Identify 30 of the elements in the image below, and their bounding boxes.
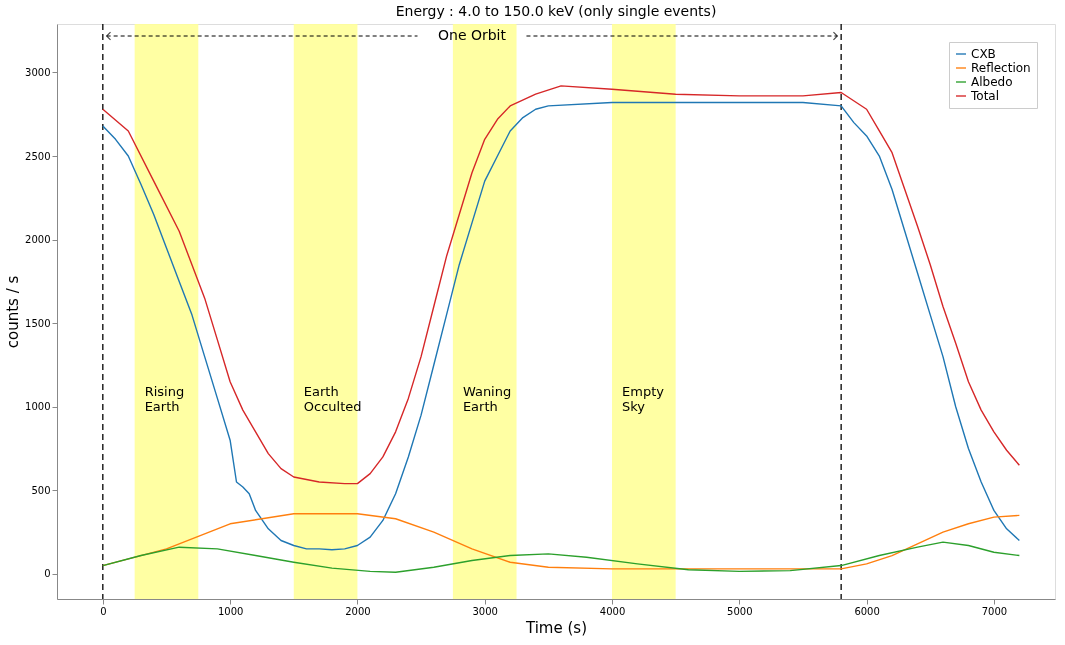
x-tick-label: 6000 [854,605,880,617]
annotation: One Orbit [437,27,507,43]
x-tick-label: 2000 [345,605,371,617]
x-tick-label: 5000 [727,605,753,617]
line-series [102,101,1021,551]
x-tick-label: 1000 [217,605,244,617]
chart-title: Energy : 4.0 to 150.0 keV (only single events) [395,3,717,20]
y-tick-label: 3000 [25,66,51,78]
band-label: Rising Earth [144,383,185,414]
y-tick-label: 1000 [25,401,51,413]
line-series [102,541,1021,573]
band-label: Earth Occulted [303,383,362,414]
x-axis-title: Time (s) [525,618,587,637]
x-tick-label: 4000 [599,605,626,617]
legend-label: Reflection [971,61,1031,75]
y-tick-label: 500 [31,484,51,496]
y-tick-label: 0 [44,568,51,580]
y-tick-label: 1500 [25,317,51,329]
x-tick-label: 7000 [981,605,1008,617]
x-tick-label: 3000 [472,605,498,617]
y-tick-label: 2000 [25,234,51,246]
x-tick-label: 0 [100,605,107,617]
y-axis-title: counts / s [4,275,23,349]
y-tick-label: 2500 [25,150,51,162]
band-label: Waning Earth [462,383,512,414]
legend-label: Total [970,89,1000,103]
band-label: Empty Sky [622,383,665,414]
legend-label: CXB [971,47,996,61]
legend-label: Albedo [971,75,1013,89]
line-series [102,85,1021,485]
